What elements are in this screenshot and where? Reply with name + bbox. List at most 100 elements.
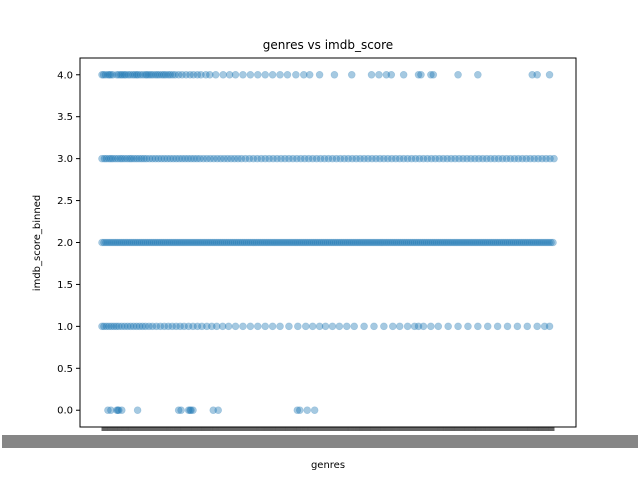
scatter-point [444, 322, 452, 331]
scatter-point [118, 70, 127, 79]
scatter-point [529, 238, 538, 247]
scatter-point [549, 238, 557, 247]
scatter-point [387, 238, 395, 247]
scatter-point [414, 238, 423, 247]
scatter-point [101, 70, 110, 79]
scatter-point [372, 154, 380, 163]
scatter-point [501, 238, 510, 247]
scatter-point [458, 238, 466, 247]
scatter-point [111, 154, 120, 163]
scatter-point [518, 154, 527, 163]
scatter-point [253, 70, 262, 79]
scatter-point [249, 154, 258, 163]
scatter-point [285, 154, 293, 163]
scatter-point [388, 322, 397, 331]
scatter-point [151, 154, 160, 163]
scatter-point [167, 238, 176, 247]
scatter-point [258, 238, 267, 247]
scatter-point [460, 238, 468, 247]
scatter-point [498, 154, 507, 163]
scatter-point [454, 238, 462, 247]
scatter-point [422, 238, 431, 247]
scatter-point [506, 154, 515, 163]
scatter-point [456, 238, 464, 247]
scatter-point [497, 238, 506, 247]
chart-title: genres vs imdb_score [263, 38, 393, 52]
scatter-point [152, 322, 161, 331]
scatter-point [153, 238, 162, 247]
scatter-point [207, 238, 215, 247]
scatter-point [184, 406, 193, 415]
scatter-point [164, 322, 173, 331]
scatter-point [155, 238, 164, 247]
scatter-point [479, 238, 488, 247]
scatter-point [404, 238, 413, 247]
scatter-point [100, 322, 108, 331]
scatter-point [540, 322, 549, 331]
scatter-point [123, 322, 132, 331]
scatter-point [132, 70, 141, 79]
scatter-point [310, 406, 319, 415]
scatter-point [317, 238, 326, 247]
scatter-point [105, 70, 114, 79]
scatter-point [99, 70, 108, 79]
scatter-point [502, 154, 511, 163]
scatter-point [104, 238, 112, 247]
scatter-point [331, 238, 340, 247]
scatter-point [303, 238, 312, 247]
scatter-point [120, 154, 129, 163]
scatter-point [398, 238, 407, 247]
scatter-point [444, 238, 452, 247]
scatter-point [157, 154, 166, 163]
x-axis-ticks [2, 427, 638, 448]
scatter-point [385, 238, 393, 247]
scatter-point [509, 238, 518, 247]
scatter-point [277, 154, 285, 163]
scatter-point [171, 70, 179, 79]
scatter-point [470, 238, 478, 247]
scatter-point [220, 154, 228, 163]
scatter-point [141, 322, 150, 331]
scatter-point [100, 238, 108, 247]
scatter-point [218, 238, 227, 247]
scatter-point [189, 70, 198, 79]
scatter-point [121, 70, 130, 79]
scatter-point [330, 70, 339, 79]
scatter-point [347, 70, 356, 79]
scatter-point [400, 238, 409, 247]
scatter-point [216, 154, 225, 163]
scatter-point [363, 238, 371, 247]
scatter-point [218, 322, 227, 331]
scatter-point [214, 406, 223, 415]
scatter-point [102, 238, 110, 247]
scatter-point [160, 322, 169, 331]
scatter-point [153, 70, 162, 79]
scatter-point [294, 238, 302, 247]
scatter-point [545, 238, 553, 247]
scatter-point [268, 70, 277, 79]
scatter-point [284, 238, 292, 247]
scatter-point [537, 238, 545, 247]
scatter-point [308, 322, 317, 331]
scatter-point [360, 154, 368, 163]
plot-frame [79, 57, 577, 428]
scatter-point [261, 70, 269, 79]
scatter-point [541, 238, 549, 247]
scatter-point [268, 322, 277, 331]
y-axis-label: imdb_score_binned [32, 195, 43, 291]
scatter-point [206, 154, 215, 163]
scatter-point [114, 154, 122, 163]
scatter-point [231, 322, 240, 331]
scatter-point [102, 322, 111, 331]
scatter-point [125, 238, 134, 247]
scatter-point [225, 70, 234, 79]
scatter-point [427, 70, 435, 79]
scatter-point [510, 154, 519, 163]
scatter-point [98, 154, 106, 163]
scatter-point [166, 154, 175, 163]
scatter-point [342, 322, 351, 331]
scatter-point [426, 238, 435, 247]
scatter-point [222, 238, 231, 247]
scatter-point [224, 322, 233, 331]
scatter-point [320, 154, 329, 163]
